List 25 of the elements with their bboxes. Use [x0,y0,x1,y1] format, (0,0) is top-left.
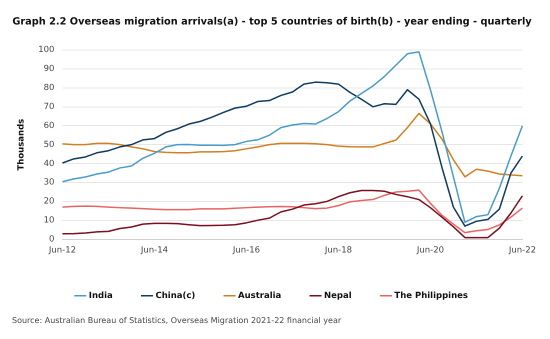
x-tick-label: Jun-18 [324,246,352,256]
x-tick-label: Jun-12 [48,246,76,256]
y-tick-label: 30 [44,178,54,188]
y-tick-label: 80 [44,83,54,94]
x-tick-label: Jun-22 [508,246,536,256]
x-tick-label: Jun-16 [232,246,260,256]
y-tick-label: 70 [44,102,54,112]
y-tick-label: 20 [44,196,54,207]
legend-label: Nepal [324,290,352,301]
legend-label: China(c) [155,290,196,301]
y-tick-label: 100 [38,45,54,56]
source-note: Source: Australian Bureau of Statistics, Overseas Migration 2021-22 financial year [12,316,342,325]
x-tick-label: Jun-20 [416,246,444,256]
y-tick-label: 60 [44,120,54,131]
x-tick-label: Jun-14 [140,246,168,256]
legend-label: The Philippines [394,290,468,301]
y-axis-title: Thousands [16,118,26,171]
y-tick-label: 50 [44,140,54,150]
y-tick-label: 0 [49,234,54,245]
legend-label: India [88,290,114,301]
chart-title: Graph 2.2 Overseas migration arrivals(a) - top 5 countries of birth(b) - year ending - quarterly [12,16,532,28]
y-tick-label: 10 [44,216,54,226]
legend-label: Australia [238,290,282,301]
y-tick-label: 90 [44,64,54,74]
y-tick-label: 40 [44,158,54,169]
